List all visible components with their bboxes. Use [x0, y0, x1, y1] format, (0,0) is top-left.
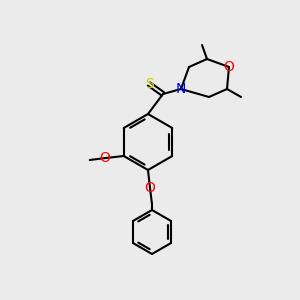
Text: N: N	[176, 82, 186, 96]
Text: O: O	[224, 60, 234, 74]
Text: S: S	[145, 77, 153, 91]
Text: O: O	[99, 151, 110, 165]
Text: O: O	[145, 181, 155, 195]
